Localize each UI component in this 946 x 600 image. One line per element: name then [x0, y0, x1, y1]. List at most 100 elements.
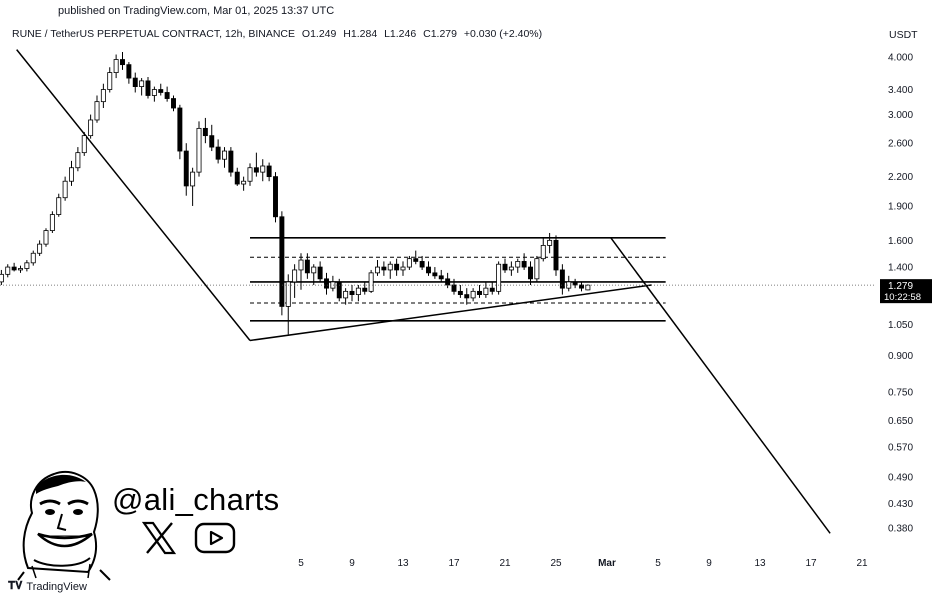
candle: [56, 193, 62, 217]
candle: [30, 250, 36, 266]
last-price-value: 1.279: [888, 281, 913, 292]
candle-body-up: [298, 259, 304, 271]
candle-body-down: [419, 261, 425, 268]
candle: [209, 124, 215, 152]
candle-body-up: [151, 89, 157, 96]
candle: [18, 265, 23, 273]
time-tick-label: 25: [550, 558, 562, 569]
price-tick-label: 0.750: [888, 387, 913, 398]
candle: [585, 284, 591, 291]
candle: [215, 139, 221, 164]
candle: [171, 95, 176, 112]
candle: [330, 275, 336, 292]
candle: [234, 167, 240, 186]
candle: [298, 253, 304, 290]
candle: [37, 240, 43, 256]
candle: [228, 147, 234, 177]
candle: [190, 167, 196, 206]
candle: [572, 278, 578, 289]
price-tick-label: 3.400: [888, 85, 913, 96]
candle-body-down: [445, 278, 451, 286]
candle-body-up: [285, 281, 291, 307]
price-tick-label: 2.200: [888, 172, 913, 183]
candle: [343, 288, 349, 305]
candle-body-down: [362, 287, 368, 292]
candle-body-down: [158, 89, 164, 93]
candle-body-up: [49, 214, 55, 231]
candle-body-down: [202, 127, 208, 137]
candle-body-up: [540, 245, 546, 260]
candle: [553, 235, 559, 276]
time-tick-label: 21: [499, 558, 511, 569]
candle-body-down: [489, 287, 495, 292]
close-value: C1.279: [423, 28, 457, 40]
candle-body-up: [585, 284, 591, 291]
candle: [438, 269, 444, 282]
candle-body-down: [579, 284, 584, 289]
candle-body-down: [394, 263, 400, 271]
candle: [260, 159, 266, 182]
candle-body-up: [30, 252, 36, 264]
x-logo-icon[interactable]: [141, 521, 177, 555]
time-axis: 5 9 13 17 21 25 Mar 5 9 13 17 21: [298, 558, 868, 569]
time-tick-label: 5: [298, 558, 304, 569]
tradingview-logo[interactable]: 𝐓𝐕 TradingView: [8, 580, 87, 593]
candle-body-up: [18, 268, 23, 271]
candle-body-down: [528, 266, 533, 280]
candle-body-down: [324, 278, 329, 289]
trendline: [610, 237, 831, 534]
candle: [381, 261, 387, 276]
candle-body-up: [515, 261, 521, 268]
candle-body-down: [349, 290, 355, 296]
candle-body-up: [100, 89, 106, 103]
candle-body-up: [62, 180, 68, 199]
candle: [483, 281, 489, 298]
candle-body-down: [145, 80, 151, 96]
candle: [247, 163, 253, 186]
candle: [496, 261, 502, 295]
candle-body-down: [464, 294, 470, 299]
candle: [355, 284, 361, 302]
candle-body-down: [521, 261, 527, 268]
price-tick-label: 3.000: [888, 110, 913, 121]
candle: [362, 281, 368, 295]
candle: [126, 62, 132, 84]
candle: [183, 143, 189, 196]
candle-body-up: [387, 263, 393, 271]
candle-body-down: [317, 266, 323, 280]
youtube-logo-icon[interactable]: [194, 522, 236, 554]
candle-body-down: [304, 259, 310, 274]
candle-body-up: [190, 171, 196, 187]
candle-body-up: [547, 239, 553, 246]
candle: [317, 261, 323, 282]
tradingview-logo-text: TradingView: [26, 580, 87, 593]
candle: [508, 261, 514, 276]
price-tick-label: 0.430: [888, 499, 913, 510]
candle: [253, 152, 259, 177]
candle-body-up: [75, 152, 81, 169]
candle: [477, 284, 482, 298]
candle-body-up: [88, 119, 94, 137]
candle: [400, 261, 406, 276]
candle: [196, 121, 202, 177]
candle-body-up: [43, 230, 49, 245]
candle-body-down: [279, 216, 285, 307]
published-note: published on TradingView.com, Mar 01, 20…: [58, 5, 335, 17]
candle: [566, 275, 572, 292]
candle-body-down: [451, 284, 457, 292]
candle: [94, 95, 100, 123]
candle-body-down: [457, 290, 463, 296]
candle-body-up: [355, 287, 361, 296]
candle-body-down: [234, 171, 240, 185]
candle-body-down: [126, 64, 132, 79]
candle: [426, 261, 431, 276]
trendlines: [16, 49, 831, 534]
price-tick-label: 0.900: [888, 351, 913, 362]
candle: [145, 76, 151, 99]
candle-body-up: [247, 167, 253, 182]
time-tick-label: 9: [706, 558, 712, 569]
candle-body-down: [426, 266, 431, 274]
price-tick-label: 4.000: [888, 53, 913, 64]
candle-body-up: [139, 80, 145, 87]
